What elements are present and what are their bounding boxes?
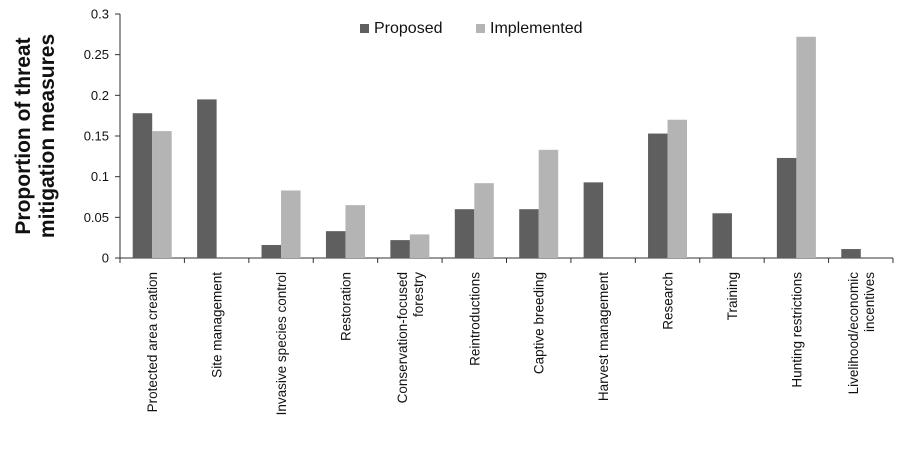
category-label: Site management — [210, 272, 225, 378]
category-label: Captive breeding — [532, 272, 547, 374]
bar-proposed-6 — [519, 209, 539, 258]
bar-proposed-1 — [197, 99, 217, 259]
bar-implemented-4 — [409, 234, 430, 258]
bar-proposed-3 — [325, 231, 346, 258]
bar-implemented-5 — [474, 183, 494, 258]
y-tick-label: 0 — [102, 251, 109, 266]
bar-proposed-5 — [454, 209, 475, 258]
bar-proposed-11 — [841, 249, 861, 258]
bar-proposed-4 — [390, 240, 410, 258]
category-label: Conservation-focused — [395, 272, 410, 403]
y-tick-label: 0.3 — [91, 7, 109, 22]
bar-implemented-8 — [667, 119, 688, 258]
category-label: Hunting restrictions — [789, 272, 804, 388]
y-axis-title-line: mitigation measures — [36, 34, 59, 238]
category-label: Reintroductions — [467, 272, 482, 366]
y-tick-label: 0.2 — [91, 88, 109, 103]
legend-label-implemented: Implemented — [490, 20, 583, 37]
bar-proposed-2 — [261, 244, 282, 258]
bars — [132, 36, 861, 259]
category-label: Protected area creation — [145, 272, 160, 412]
category-labels: Protected area creation Site management In… — [145, 272, 877, 416]
category-label: incentives — [862, 272, 877, 332]
category-label: Harvest management — [596, 272, 611, 401]
bar-proposed-0 — [132, 113, 153, 258]
bar-implemented-10 — [796, 36, 816, 259]
bar-implemented-0 — [152, 131, 172, 258]
legend-swatch-proposed — [360, 24, 369, 33]
bar-implemented-2 — [281, 190, 301, 258]
bar-proposed-7 — [583, 182, 604, 258]
bar-proposed-8 — [648, 133, 668, 258]
bar-proposed-10 — [776, 157, 797, 258]
bar-implemented-3 — [345, 205, 365, 258]
category-label: forestry — [411, 272, 426, 317]
legend: Proposed Implemented — [360, 20, 583, 37]
category-label: Invasive species control — [274, 272, 289, 415]
category-label: Training — [725, 272, 740, 320]
category-label: Livelihood/economic — [846, 272, 861, 395]
y-tick-label: 0.1 — [91, 169, 109, 184]
bar-implemented-6 — [538, 149, 559, 258]
category-label: Research — [661, 272, 676, 330]
y-tick-label: 0.25 — [84, 47, 109, 62]
y-axis-title-line: Proportion of threat — [12, 37, 35, 234]
y-tick-label: 0.05 — [84, 210, 109, 225]
y-axis-title: Proportion of threat mitigation measures — [12, 34, 59, 238]
legend-label-proposed: Proposed — [374, 20, 443, 37]
bar-proposed-9 — [712, 213, 732, 258]
legend-swatch-implemented — [476, 24, 485, 33]
axes: 0 0.05 0.1 0.15 0.2 0.25 0.3 — [84, 7, 894, 266]
y-tick-label: 0.15 — [84, 129, 109, 144]
category-label: Restoration — [338, 272, 353, 341]
